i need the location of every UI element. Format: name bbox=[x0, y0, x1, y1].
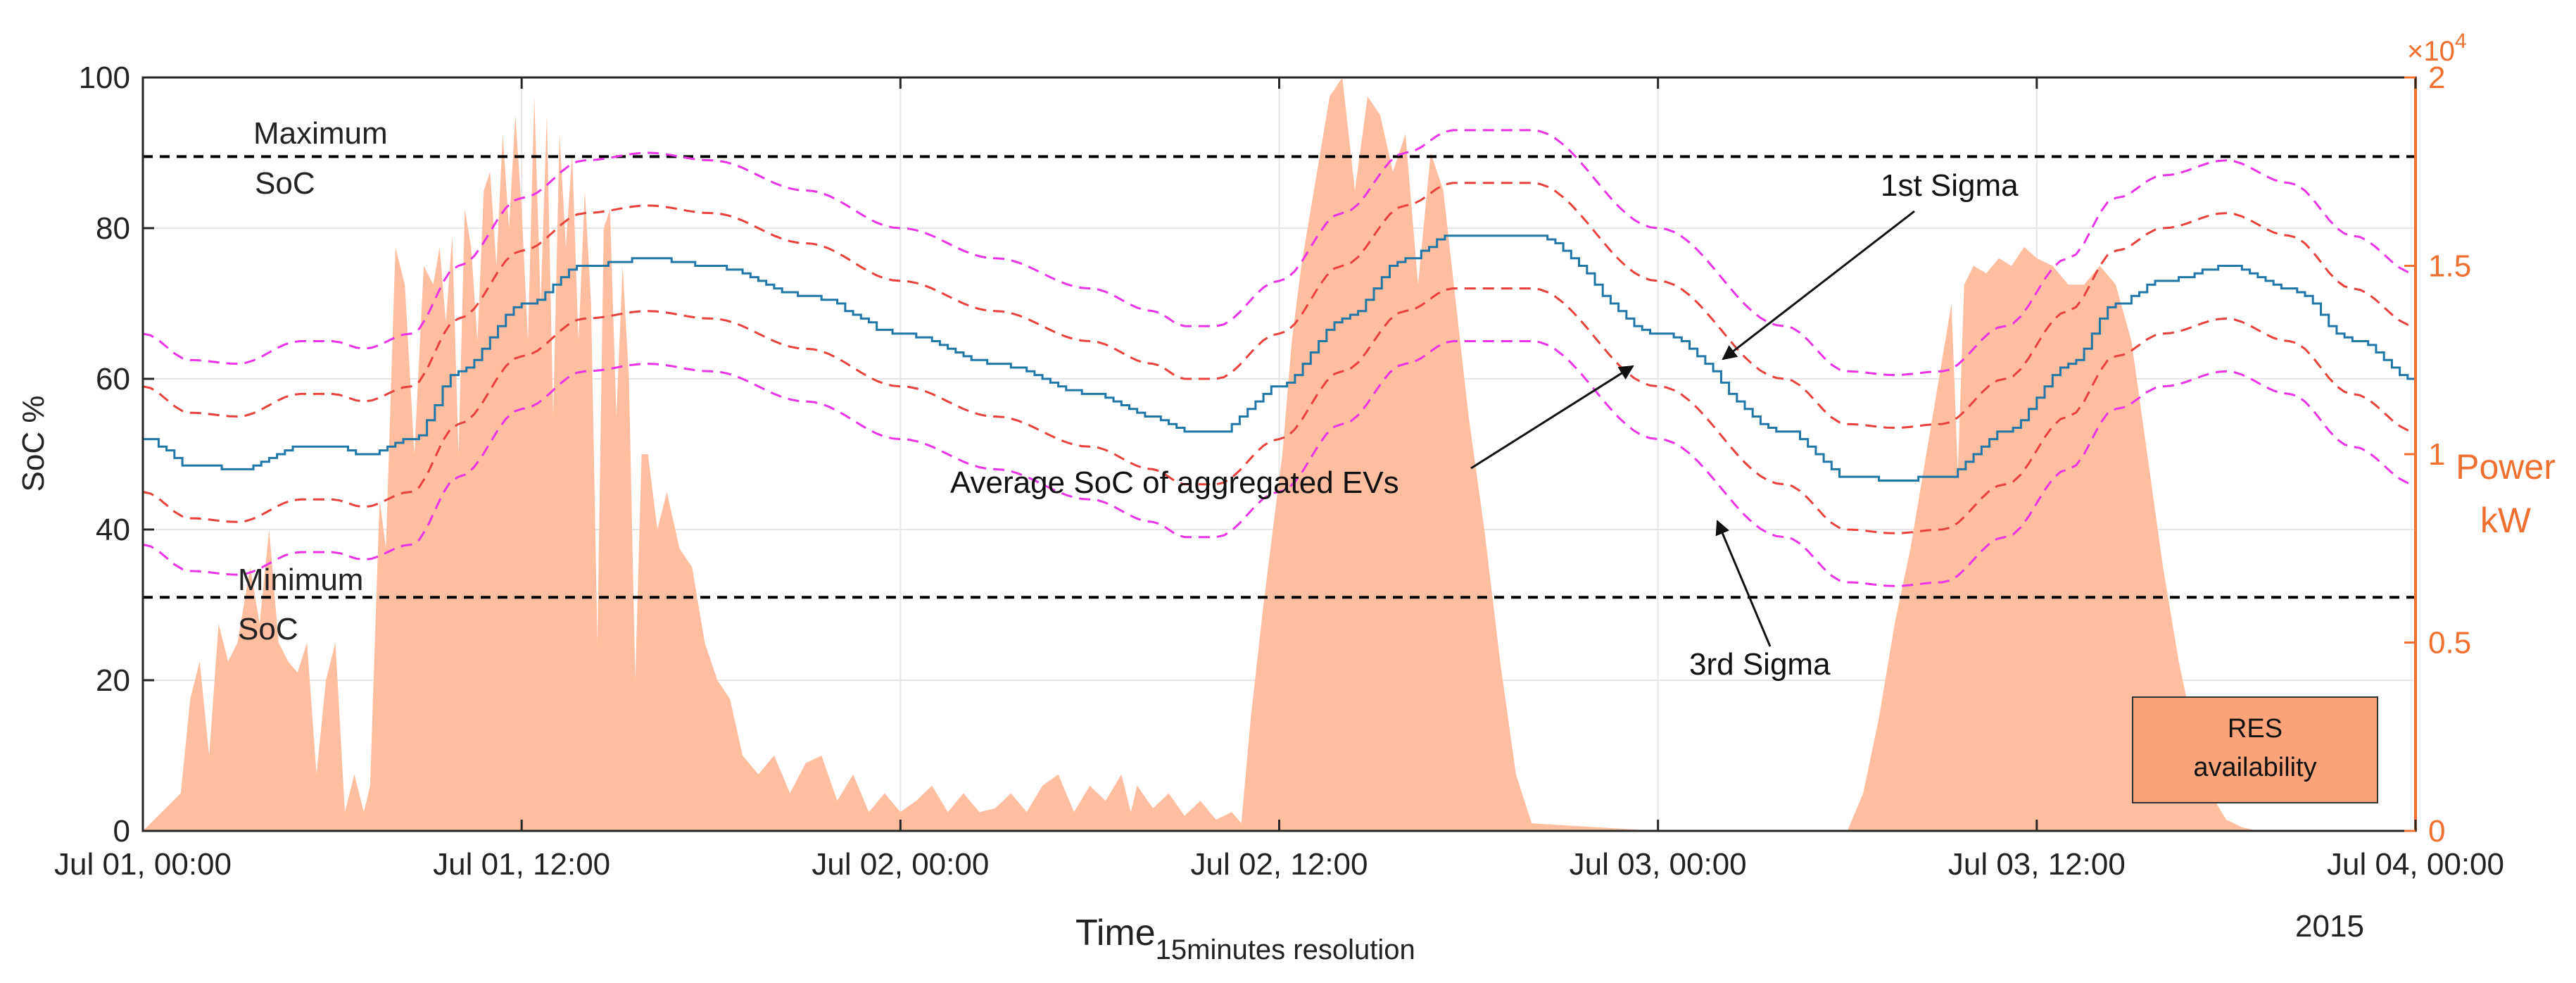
max-soc-label-line1: Maximum bbox=[253, 116, 388, 151]
right-axis-label-power: Power bbox=[2456, 447, 2556, 487]
x-axis-year-label: 2015 bbox=[2295, 909, 2364, 944]
x-tick-label: Jul 01, 00:00 bbox=[54, 847, 232, 882]
x-axis-ticks: Jul 01, 00:00 Jul 01, 12:00 Jul 02, 00:00 J… bbox=[54, 77, 2504, 882]
right-axis-exponent-base: ×10 bbox=[2407, 36, 2455, 67]
min-soc-label-line2: SoC bbox=[238, 612, 298, 646]
arrow-average-soc bbox=[1470, 365, 1634, 470]
x-tick-label: Jul 03, 00:00 bbox=[1570, 847, 1747, 882]
y-right-tick-label: 0 bbox=[2428, 814, 2445, 849]
arrow-1st-sigma bbox=[1722, 210, 1915, 361]
arrow-3rd-sigma bbox=[1715, 520, 1772, 647]
min-soc-label-line1: Minimum bbox=[238, 563, 363, 597]
y-right-tick-label: 0.5 bbox=[2428, 626, 2471, 660]
left-axis-ticks: 0 20 40 60 80 100 bbox=[79, 61, 154, 849]
annotation-3rd-sigma: 3rd Sigma bbox=[1689, 647, 1831, 682]
sigma3-lower-line bbox=[142, 340, 2416, 587]
annotation-1st-sigma: 1st Sigma bbox=[1881, 168, 2019, 203]
y-right-tick-label: 1 bbox=[2428, 437, 2445, 472]
x-axis-label: Time15minutes resolution bbox=[1075, 913, 1415, 965]
sigma1-lower-line bbox=[142, 287, 2416, 534]
y-left-tick-label: 100 bbox=[79, 61, 130, 95]
x-tick-label: Jul 03, 12:00 bbox=[1948, 847, 2126, 882]
left-axis-label: SoC % bbox=[16, 396, 51, 492]
x-tick-label: Jul 04, 00:00 bbox=[2327, 847, 2504, 882]
y-right-tick-label: 1.5 bbox=[2428, 249, 2471, 284]
right-axis-ticks: 0 0.5 1 1.5 2 bbox=[2404, 61, 2471, 849]
x-tick-label: Jul 02, 12:00 bbox=[1191, 847, 1368, 882]
x-axis-label-subscript: 15minutes resolution bbox=[1156, 934, 1415, 965]
right-axis-exponent: ×104 bbox=[2407, 30, 2467, 67]
legend-label-line2: availability bbox=[2193, 753, 2316, 782]
sigma3-upper-line bbox=[142, 129, 2416, 377]
x-tick-label: Jul 02, 00:00 bbox=[812, 847, 989, 882]
legend: RES availability bbox=[2132, 696, 2378, 803]
y-left-tick-label: 80 bbox=[96, 211, 130, 246]
x-tick-label: Jul 01, 12:00 bbox=[433, 847, 610, 882]
y-left-tick-label: 20 bbox=[96, 663, 130, 698]
y-right-tick-label: 2 bbox=[2428, 61, 2445, 95]
y-left-tick-label: 0 bbox=[113, 814, 130, 849]
sigma1-upper-line bbox=[142, 182, 2416, 430]
legend-label-line1: RES bbox=[2228, 714, 2283, 744]
y-left-tick-label: 60 bbox=[96, 362, 130, 396]
legend-box bbox=[2132, 696, 2378, 803]
average-soc-line bbox=[143, 234, 2416, 482]
y-left-tick-label: 40 bbox=[96, 513, 130, 547]
right-axis-label-unit: kW bbox=[2480, 501, 2532, 540]
annotation-average-soc: Average SoC of aggregated EVs bbox=[950, 465, 1399, 500]
right-axis-exponent-power: 4 bbox=[2455, 30, 2467, 53]
x-axis-label-main: Time bbox=[1075, 913, 1156, 953]
max-soc-label-line2: SoC bbox=[255, 166, 315, 201]
